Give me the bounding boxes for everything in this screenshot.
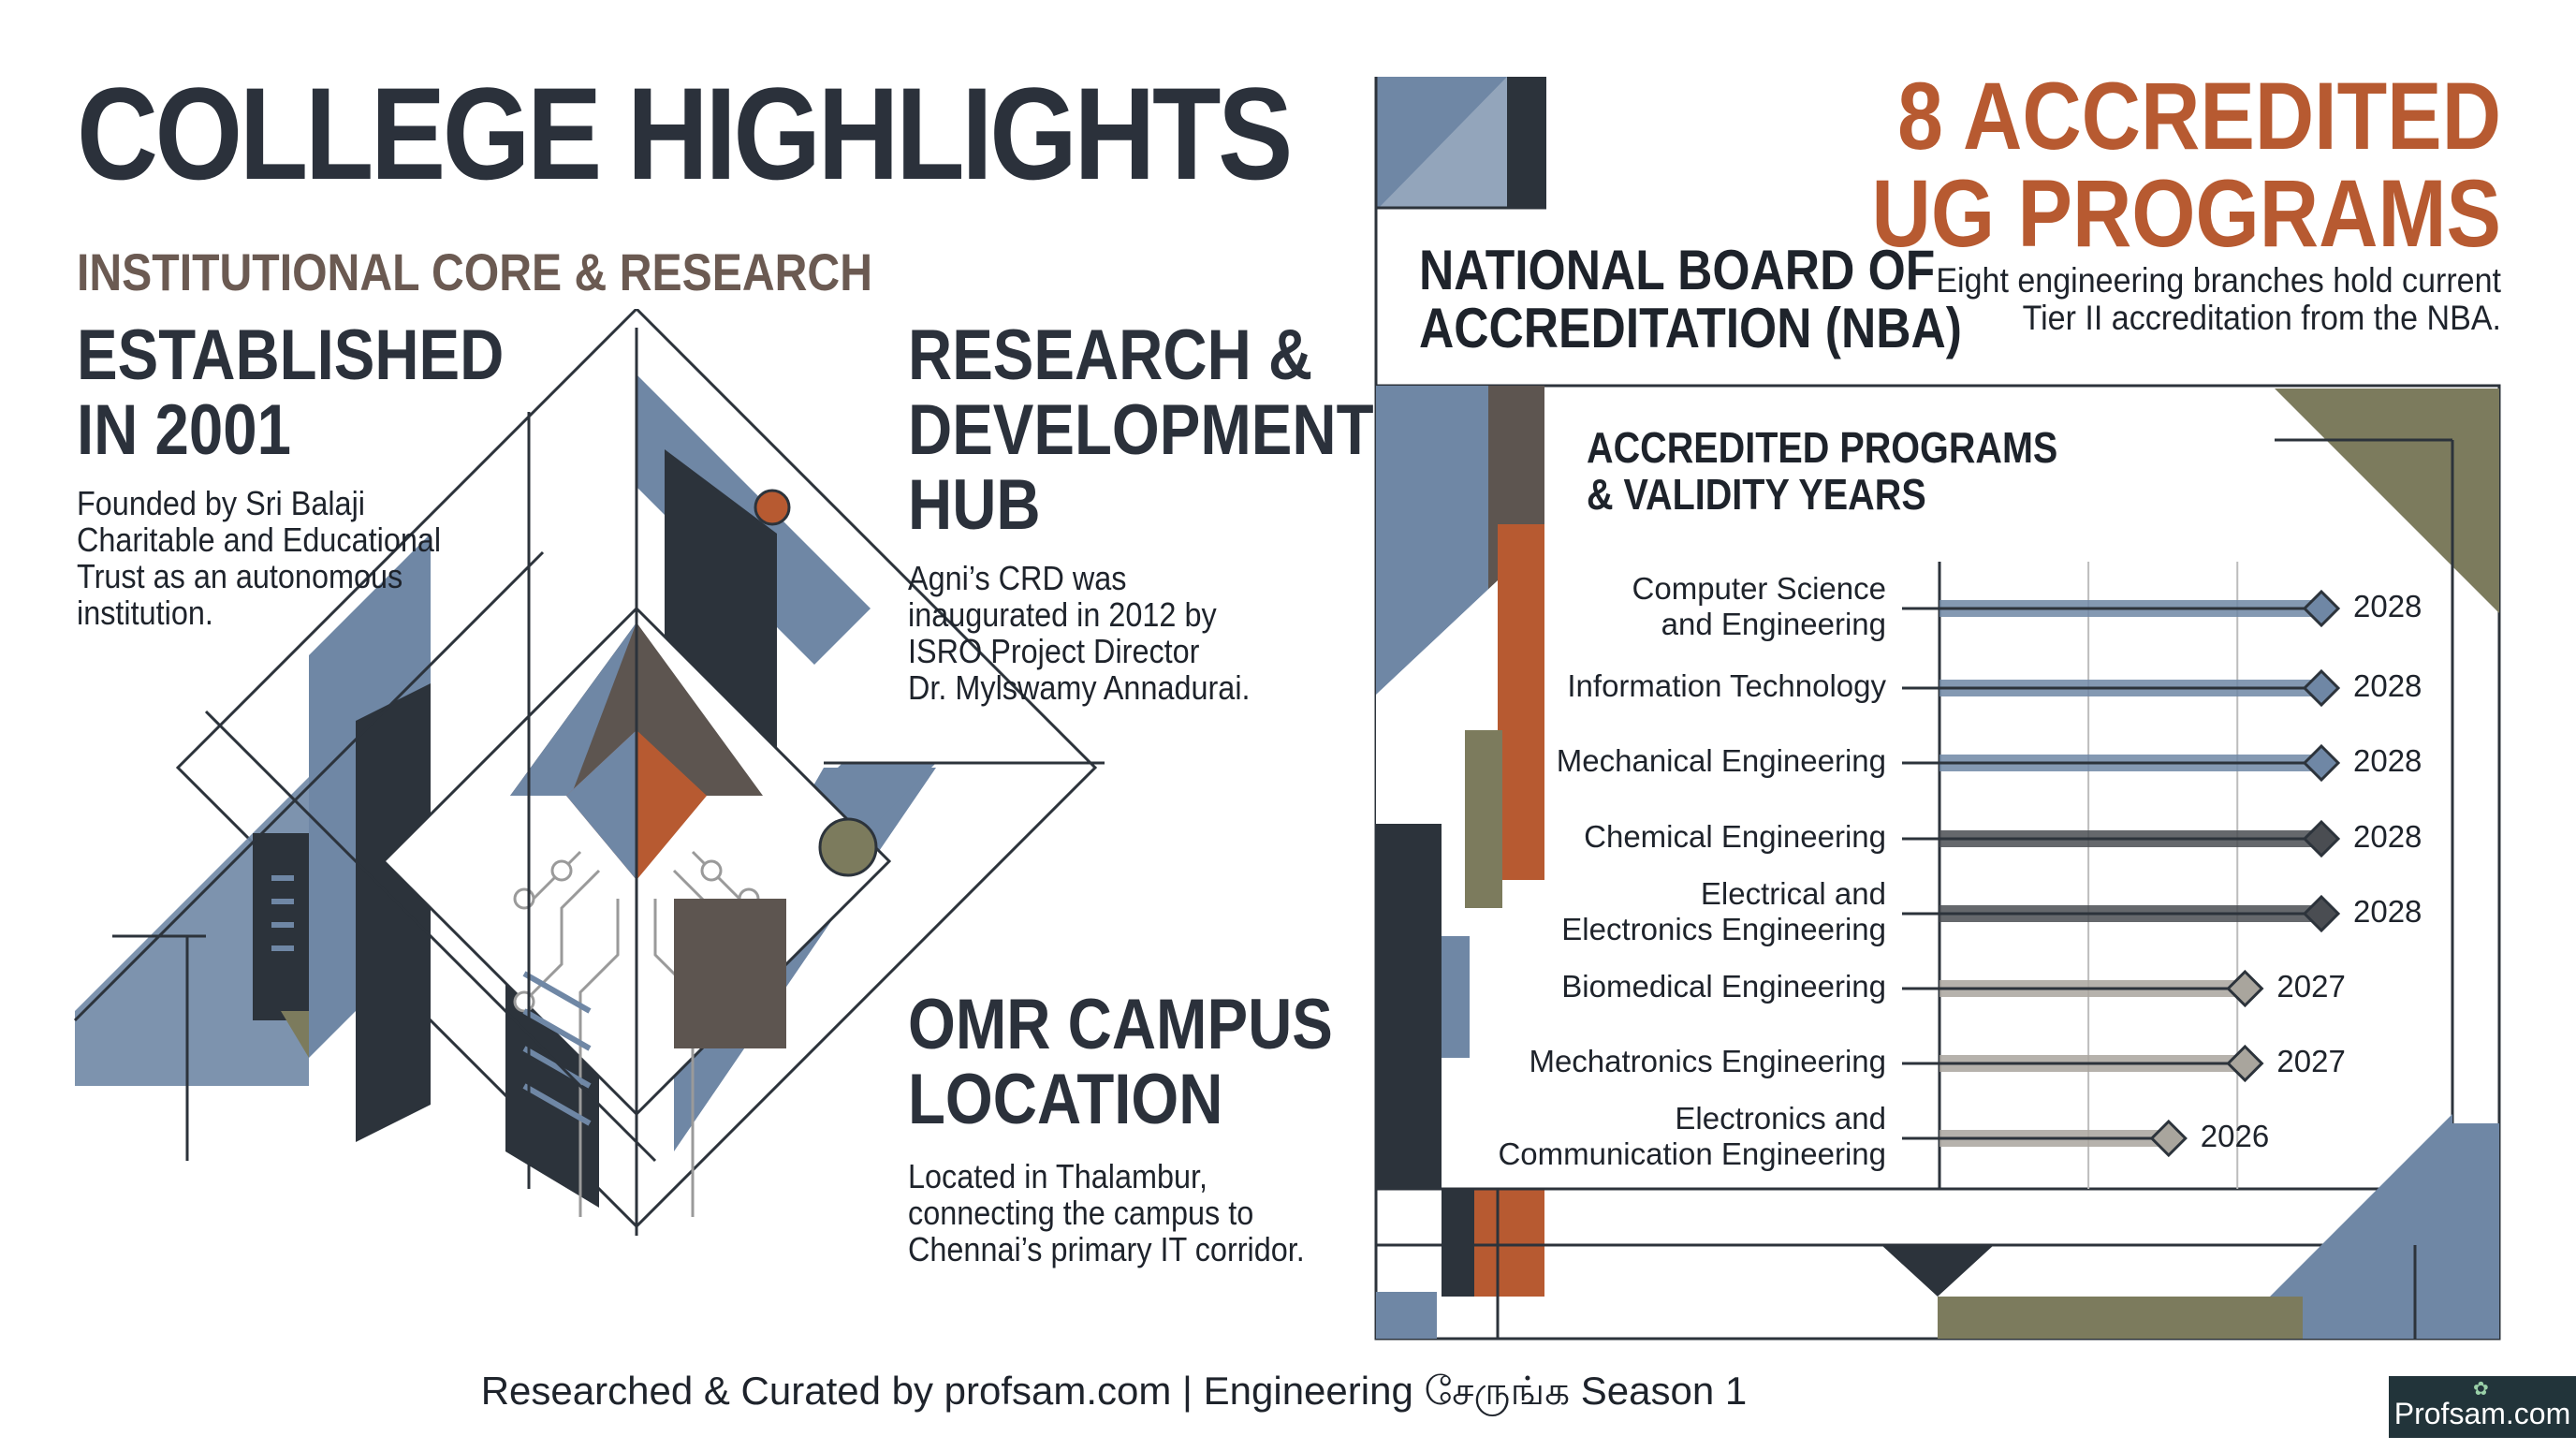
section-subtitle: INSTITUTIONAL CORE & RESEARCH xyxy=(77,242,872,301)
chart-marker xyxy=(2302,743,2341,783)
campus-text: Located in Thalambur, connecting the cam… xyxy=(908,1157,1305,1268)
accreditation-chart xyxy=(1902,562,2341,1189)
chart-category-label: Mechatronics Engineering xyxy=(1529,1044,1886,1078)
chart-title: ACCREDITED PROGRAMS & VALIDITY YEARS xyxy=(1587,423,2058,519)
established-heading: ESTABLISHED IN 2001 xyxy=(77,315,505,470)
chart-marker xyxy=(2302,819,2341,858)
research-text: Agni’s CRD was inaugurated in 2012 by IS… xyxy=(908,559,1251,707)
leaf-icon: ✿ xyxy=(2473,1379,2489,1400)
badge-label: Profsam.com xyxy=(2393,1397,2571,1430)
footer-credit: Researched & Curated by profsam.com | En… xyxy=(480,1369,1748,1413)
page-title: COLLEGE HIGHLIGHTS xyxy=(77,60,1293,207)
chart-category-label: Mechanical Engineering xyxy=(1556,743,1886,778)
chart-category-label: Electronics and Communication Engineerin… xyxy=(1498,1101,1886,1171)
chart-category-label: Computer Science and Engineering xyxy=(1632,571,1886,641)
profsam-badge[interactable]: ✿ Profsam.com xyxy=(2389,1376,2576,1438)
chart-marker xyxy=(2302,894,2341,933)
campus-heading: OMR CAMPUS LOCATION xyxy=(908,985,1333,1139)
chart-category-labels: Computer Science and Engineering Informat… xyxy=(1460,0,1886,1438)
accredited-count-text: Eight engineering branches hold current … xyxy=(1936,261,2501,337)
chart-category-label: Biomedical Engineering xyxy=(1561,969,1886,1004)
campus-illustration xyxy=(73,309,1105,1236)
nba-title: NATIONAL BOARD OF ACCREDITATION (NBA) xyxy=(1419,239,1962,359)
chart-marker xyxy=(2149,1119,2188,1158)
research-heading: RESEARCH & DEVELOPMENT HUB xyxy=(908,315,1374,545)
chart-marker xyxy=(2302,589,2341,628)
chart-category-label: Chemical Engineering xyxy=(1584,819,1886,854)
chart-marker xyxy=(2302,668,2341,708)
chart-marker xyxy=(2226,1044,2264,1083)
chart-marker xyxy=(2226,969,2264,1008)
accredited-count-title: 8 ACCREDITED UG PROGRAMS xyxy=(1871,63,2501,267)
established-text: Founded by Sri Balaji Charitable and Edu… xyxy=(77,484,442,632)
chart-category-label: Information Technology xyxy=(1567,668,1886,703)
chart-category-label: Electrical and Electronics Engineering xyxy=(1561,876,1886,946)
accreditation-panel-frame xyxy=(1374,77,2501,1341)
